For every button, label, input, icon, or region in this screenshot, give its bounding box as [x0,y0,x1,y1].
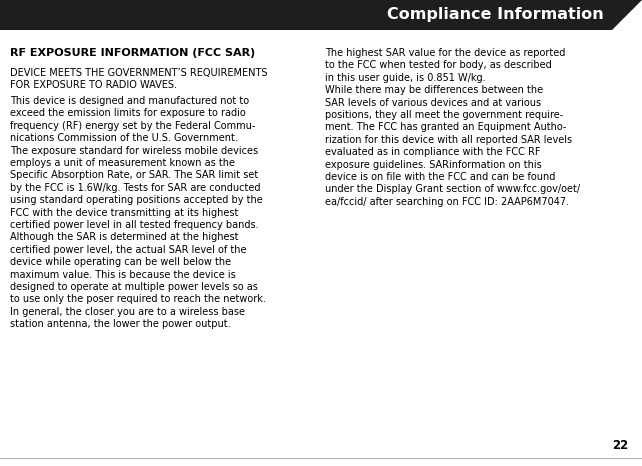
Text: This device is designed and manufactured not to
exceed the emission limits for e: This device is designed and manufactured… [10,96,266,329]
Text: Compliance Information: Compliance Information [387,7,604,22]
Text: 22: 22 [612,439,628,452]
Text: DEVICE MEETS THE GOVERNMENT’S REQUIREMENTS
FOR EXPOSURE TO RADIO WAVES.: DEVICE MEETS THE GOVERNMENT’S REQUIREMEN… [10,68,268,90]
Polygon shape [0,0,642,30]
Text: The highest SAR value for the device as reported
to the FCC when tested for body: The highest SAR value for the device as … [325,48,580,207]
Text: RF EXPOSURE INFORMATION (FCC SAR): RF EXPOSURE INFORMATION (FCC SAR) [10,48,256,58]
